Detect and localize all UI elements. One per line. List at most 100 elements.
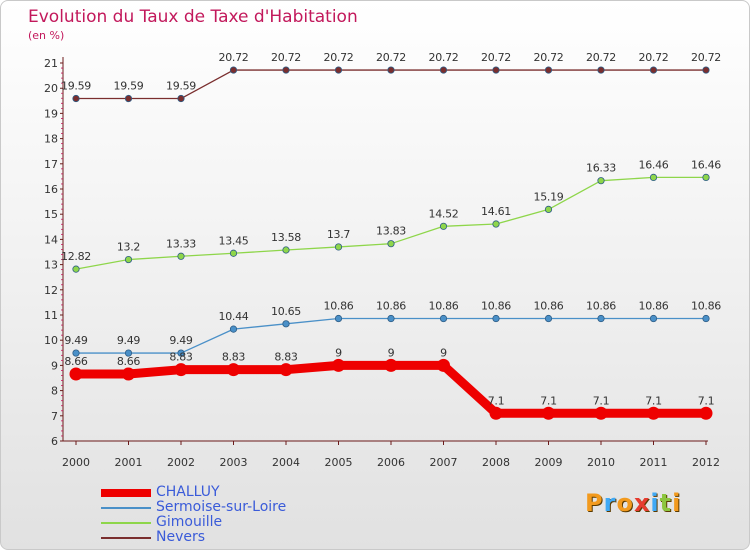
x-tick-label: 2012: [692, 456, 720, 469]
data-label: 10.86: [586, 300, 616, 313]
data-point: [282, 320, 290, 328]
legend-swatch: [101, 522, 151, 524]
data-label: 7.1: [540, 394, 557, 407]
data-label: 8.83: [169, 351, 193, 364]
data-label: 16.46: [639, 158, 669, 171]
data-label: 20.72: [271, 51, 301, 64]
data-point: [72, 349, 80, 357]
legend-swatch: [101, 537, 151, 539]
data-label: 10.86: [429, 300, 459, 313]
y-tick-label: 8: [51, 385, 58, 398]
data-label: 10.44: [219, 310, 249, 323]
data-label: 19.59: [114, 80, 144, 93]
data-point: [439, 66, 448, 74]
data-point: [229, 66, 238, 74]
data-label: 12.82: [61, 250, 91, 263]
x-tick-label: 2008: [482, 456, 510, 469]
data-point: [492, 314, 500, 323]
y-tick-label: 18: [44, 133, 58, 146]
x-tick-label: 2010: [587, 456, 615, 469]
x-tick-label: 2003: [220, 456, 248, 469]
data-label: 10.86: [639, 300, 669, 313]
data-label: 13.83: [376, 225, 406, 238]
data-point: [174, 363, 188, 377]
proxiti-logo: Proxiti: [585, 489, 682, 517]
data-label: 9.49: [117, 334, 141, 347]
data-point: [597, 314, 605, 323]
data-point: [544, 314, 553, 323]
data-label: 10.86: [324, 300, 354, 313]
y-tick-label: 20: [44, 82, 58, 95]
series-challuy: 8.66 8.66 8.83 8.83 8.83 9 9 9 7.1 7.1 7.1 7.1 7.1: [64, 346, 715, 420]
data-label: 14.52: [429, 207, 459, 220]
legend-label: CHALLUY: [156, 484, 220, 500]
data-point: [439, 314, 448, 323]
data-point: [439, 222, 448, 230]
data-label: 19.59: [166, 80, 196, 93]
data-point: [597, 66, 605, 74]
y-tick-label: 7: [51, 410, 58, 423]
data-point: [649, 66, 658, 74]
y-tick-label: 17: [44, 158, 58, 171]
data-point: [69, 367, 83, 381]
data-point: [177, 252, 185, 260]
data-point: [649, 314, 658, 323]
data-label: 7.1: [593, 394, 610, 407]
data-label: 14.61: [481, 205, 511, 218]
data-label: 16.46: [691, 158, 721, 171]
data-label: 7.1: [488, 394, 505, 407]
data-label: 9: [388, 346, 395, 359]
data-point: [177, 94, 185, 103]
x-tick-label: 2005: [325, 456, 353, 469]
data-point: [597, 177, 605, 185]
data-point: [332, 358, 345, 372]
data-point: [334, 66, 343, 74]
data-point: [702, 173, 710, 182]
data-label: 20.72: [586, 51, 616, 64]
data-label: 10.86: [534, 300, 564, 313]
data-label: 13.45: [219, 234, 249, 247]
data-label: 13.2: [117, 241, 140, 254]
data-label: 16.33: [586, 162, 616, 175]
x-tick-label: 2011: [640, 456, 668, 469]
data-label: 10.86: [691, 300, 721, 313]
data-label: 7.1: [698, 394, 715, 407]
data-label: 20.72: [219, 51, 249, 64]
data-point: [544, 66, 553, 74]
legend-swatch: [101, 507, 151, 509]
data-label: 19.59: [61, 80, 91, 93]
data-label: 10.86: [481, 300, 511, 313]
data-label: 15.19: [534, 190, 564, 203]
data-point: [492, 220, 500, 228]
data-label: 7.1: [645, 394, 662, 407]
data-label: 10.65: [271, 305, 301, 318]
data-point: [124, 94, 133, 103]
data-point: [124, 255, 133, 264]
data-label: 8.83: [274, 351, 298, 364]
data-point: [282, 66, 290, 74]
data-point: [542, 406, 555, 420]
data-point: [72, 94, 80, 103]
y-tick-label: 6: [51, 435, 58, 448]
data-label: 20.72: [429, 51, 459, 64]
data-point: [227, 363, 240, 377]
data-point: [122, 367, 135, 381]
data-point: [72, 265, 80, 273]
data-point: [702, 314, 710, 323]
data-point: [702, 66, 710, 74]
data-point: [387, 314, 395, 323]
series-line: [71, 360, 711, 418]
data-point: [489, 406, 503, 420]
legend-label: Sermoise-sur-Loire: [156, 499, 287, 515]
data-label: 10.86: [376, 300, 406, 313]
series-nevers: 19.59 19.59 19.59 20.72 20.72 20.72 20.72 20.72…: [61, 51, 721, 103]
y-tick-label: 15: [44, 208, 58, 221]
data-label: 8.66: [117, 355, 141, 368]
y-tick-label: 16: [44, 183, 58, 196]
data-point: [282, 246, 290, 254]
y-tick-label: 9: [51, 359, 58, 372]
data-label: 9.49: [169, 334, 193, 347]
data-point: [594, 406, 608, 420]
data-label: 8.66: [64, 355, 88, 368]
data-point: [334, 314, 343, 323]
